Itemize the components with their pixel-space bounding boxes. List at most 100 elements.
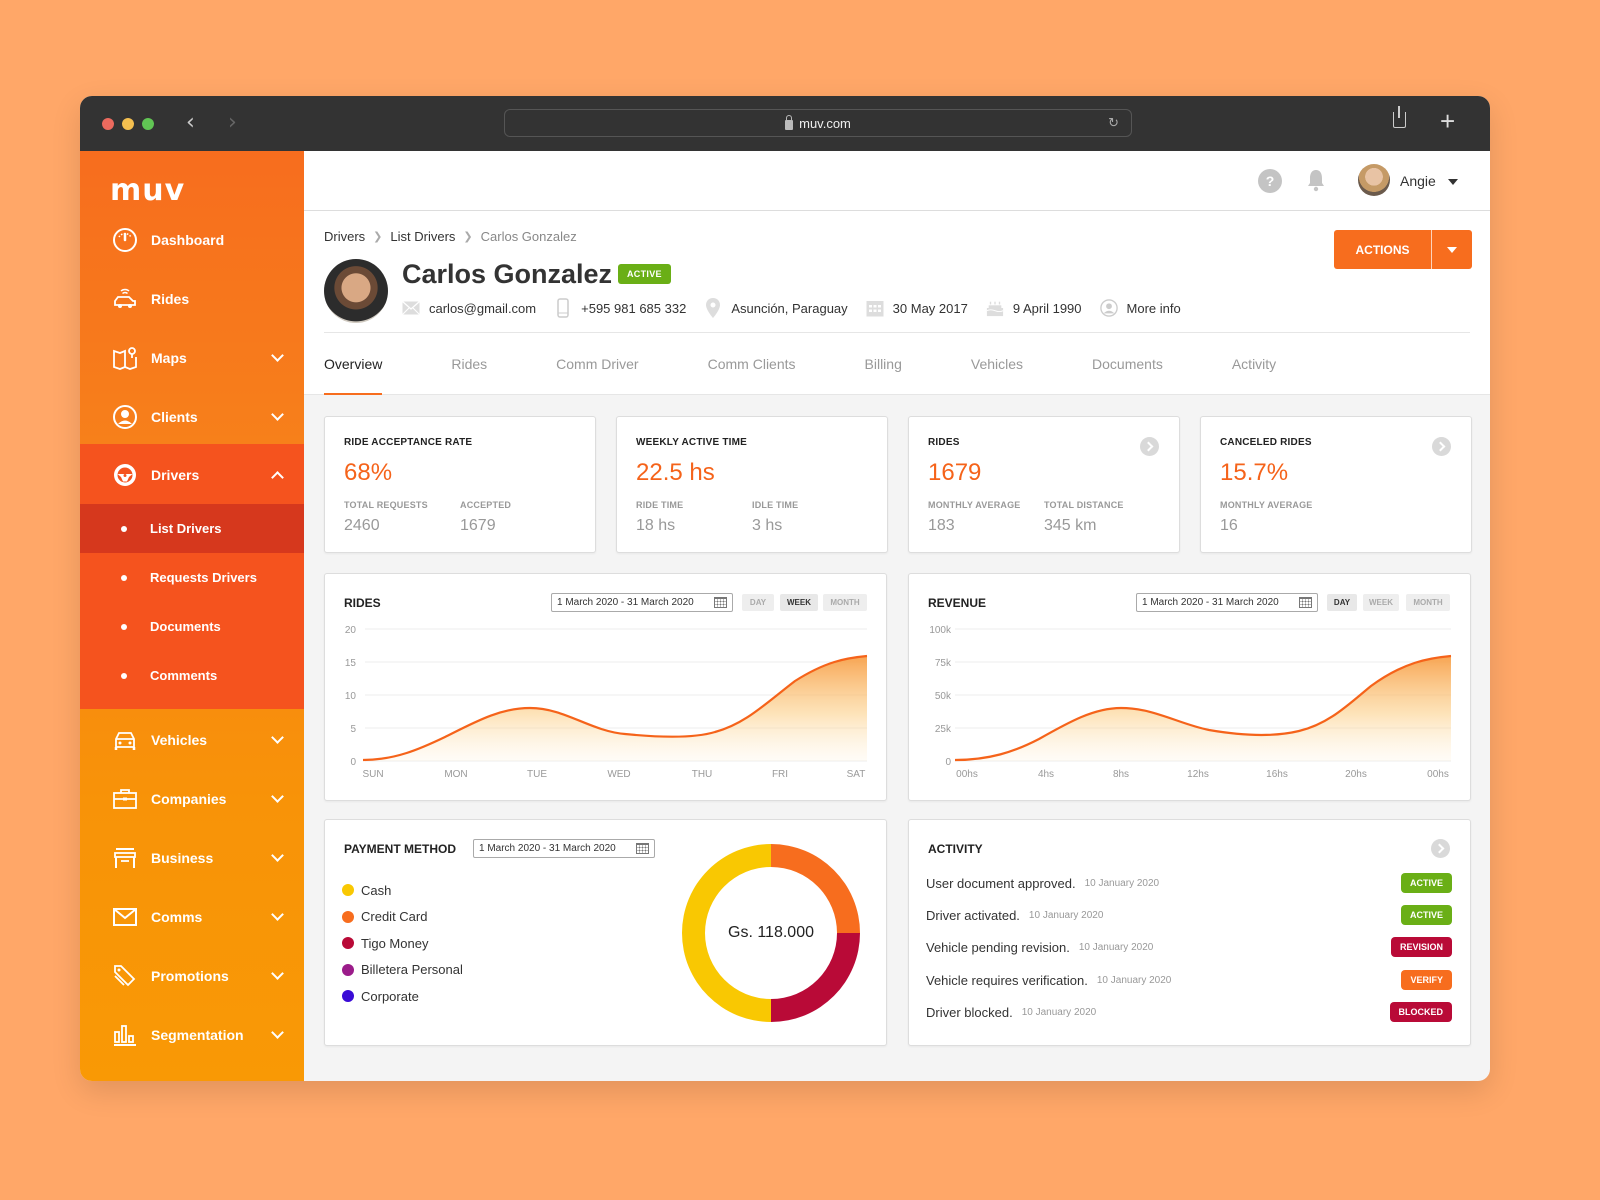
chevron-down-icon[interactable] [271,731,284,744]
chevron-down-icon[interactable] [271,349,284,362]
period-week-button[interactable]: WEEK [1363,594,1399,611]
stat-sublabel: RIDE TIME [636,500,684,510]
close-window-button[interactable] [102,118,114,130]
breadcrumb-list-drivers[interactable]: List Drivers [390,229,456,244]
forward-arrow-icon[interactable]: › [228,110,237,135]
actions-split-button: ACTIONS [1334,230,1472,269]
caret-down-icon [1447,246,1457,253]
minimize-window-button[interactable] [122,118,134,130]
share-icon[interactable] [1393,106,1406,128]
stat-sublabel: IDLE TIME [752,500,799,510]
chevron-up-icon[interactable] [271,471,284,484]
svg-text:12hs: 12hs [1187,769,1209,780]
chevron-down-icon[interactable] [271,1026,284,1039]
chevron-right-circle-icon[interactable] [1140,437,1159,456]
date-range-picker[interactable]: 1 March 2020 - 31 March 2020 [551,593,733,612]
svg-text:100k: 100k [929,625,952,636]
more-info-text[interactable]: More info [1126,300,1181,316]
user-avatar[interactable] [1358,164,1390,196]
sidebar-subitem-requests-drivers[interactable]: Requests Drivers [80,553,304,602]
actions-button[interactable]: ACTIONS [1334,230,1432,269]
user-name[interactable]: Angie [1400,173,1436,189]
svg-text:16hs: 16hs [1266,769,1288,780]
breadcrumb-drivers[interactable]: Drivers [324,229,366,244]
sidebar-item-clients[interactable]: Clients [80,388,304,446]
period-day-button[interactable]: DAY [1327,594,1357,611]
period-day-button[interactable]: DAY [742,594,774,611]
chevron-down-icon[interactable] [271,967,284,980]
sidebar-item-dashboard[interactable]: Dashboard [80,211,304,269]
tab-vehicles[interactable]: Vehicles [970,356,1024,372]
legend-item-tigo-money: Tigo Money [342,930,463,957]
sidebar-item-companies[interactable]: Companies [80,770,304,828]
legend-swatch [342,937,354,950]
muv-logo[interactable]: muv [110,173,186,208]
caret-down-icon[interactable] [1448,179,1458,185]
stat-title: RIDES [928,437,960,448]
chevron-down-icon[interactable] [271,849,284,862]
rides-chart-card: RIDES 1 March 2020 - 31 March 2020 DAY W… [324,573,887,801]
sidebar-item-business[interactable]: Business [80,829,304,887]
tab-comm-driver[interactable]: Comm Driver [556,356,639,372]
date-range-picker[interactable]: 1 March 2020 - 31 March 2020 [1136,593,1318,612]
chevron-right-circle-icon[interactable] [1432,437,1451,456]
sidebar-item-vehicles[interactable]: Vehicles [80,711,304,769]
more-info-link[interactable]: More info [1099,299,1181,317]
activity-status-badge: VERIFY [1401,970,1452,990]
tab-billing[interactable]: Billing [864,356,902,372]
period-month-button[interactable]: MONTH [1406,594,1450,611]
browser-window: ‹ › muv.com ↻ + muv Dashboard Rides [80,96,1490,1081]
sidebar-subitem-comments[interactable]: Comments [80,651,304,700]
activity-row: Vehicle pending revision. 10 January 202… [926,931,1452,963]
period-week-button[interactable]: WEEK [780,594,818,611]
status-badge: ACTIVE [618,264,671,284]
date-range-picker[interactable]: 1 March 2020 - 31 March 2020 [473,839,655,858]
browser-toolbar: ‹ › muv.com ↻ + [80,96,1490,151]
tab-activity[interactable]: Activity [1231,356,1277,372]
sidebar-item-comms[interactable]: Comms [80,888,304,946]
back-arrow-icon[interactable]: ‹ [186,110,195,135]
activity-status-badge: REVISION [1390,937,1452,957]
sidebar-subitem-list-drivers[interactable]: List Drivers [80,504,304,553]
chevron-down-icon[interactable] [271,408,284,421]
bullet-icon [121,623,127,630]
chevron-down-icon[interactable] [271,790,284,803]
help-icon[interactable]: ? [1258,169,1282,193]
sidebar-item-label: Maps [151,350,187,366]
chevron-down-icon[interactable] [271,908,284,921]
sidebar-item-drivers[interactable]: Drivers [80,446,304,504]
sidebar-item-promotions[interactable]: Promotions [80,947,304,1005]
bullet-icon [121,672,127,679]
new-tab-icon[interactable]: + [1440,106,1456,136]
chevron-right-circle-icon[interactable] [1431,839,1450,858]
tab-documents[interactable]: Documents [1092,356,1163,372]
url-text: muv.com [799,115,851,131]
stat-subvalue: 345 km [1044,517,1097,534]
activity-date: 10 January 2020 [1021,1006,1097,1018]
email-text[interactable]: carlos@gmail.com [429,300,537,316]
donut-total: Gs. 118.000 [728,924,814,941]
bell-icon[interactable] [1306,168,1326,192]
tab-overview[interactable]: Overview [324,333,383,395]
address-bar[interactable]: muv.com ↻ [504,109,1132,137]
activity-date: 10 January 2020 [1078,941,1154,953]
sidebar-item-label: Clients [151,409,198,425]
period-month-button[interactable]: MONTH [823,594,867,611]
sidebar-item-rides[interactable]: Rides [80,270,304,328]
svg-text:0: 0 [350,757,356,768]
sidebar-item-maps[interactable]: Maps [80,329,304,387]
legend-label: Cash [361,882,392,898]
sidebar-subitem-documents[interactable]: Documents [80,602,304,651]
stat-sublabel: MONTHLY AVERAGE [1220,500,1313,510]
tab-rides[interactable]: Rides [451,356,488,372]
map-icon [112,345,138,371]
phone-text: +595 981 685 332 [581,300,687,316]
tab-comm-clients[interactable]: Comm Clients [707,356,796,372]
reload-icon[interactable]: ↻ [1108,115,1119,130]
maximize-window-button[interactable] [142,118,154,130]
store-icon [112,845,138,871]
breadcrumb-separator-icon: ❯ [373,231,383,243]
sidebar-item-segmentation[interactable]: Segmentation [80,1006,304,1064]
legend-item-billetera-personal: Billetera Personal [342,957,463,984]
actions-dropdown-toggle[interactable] [1432,230,1472,269]
